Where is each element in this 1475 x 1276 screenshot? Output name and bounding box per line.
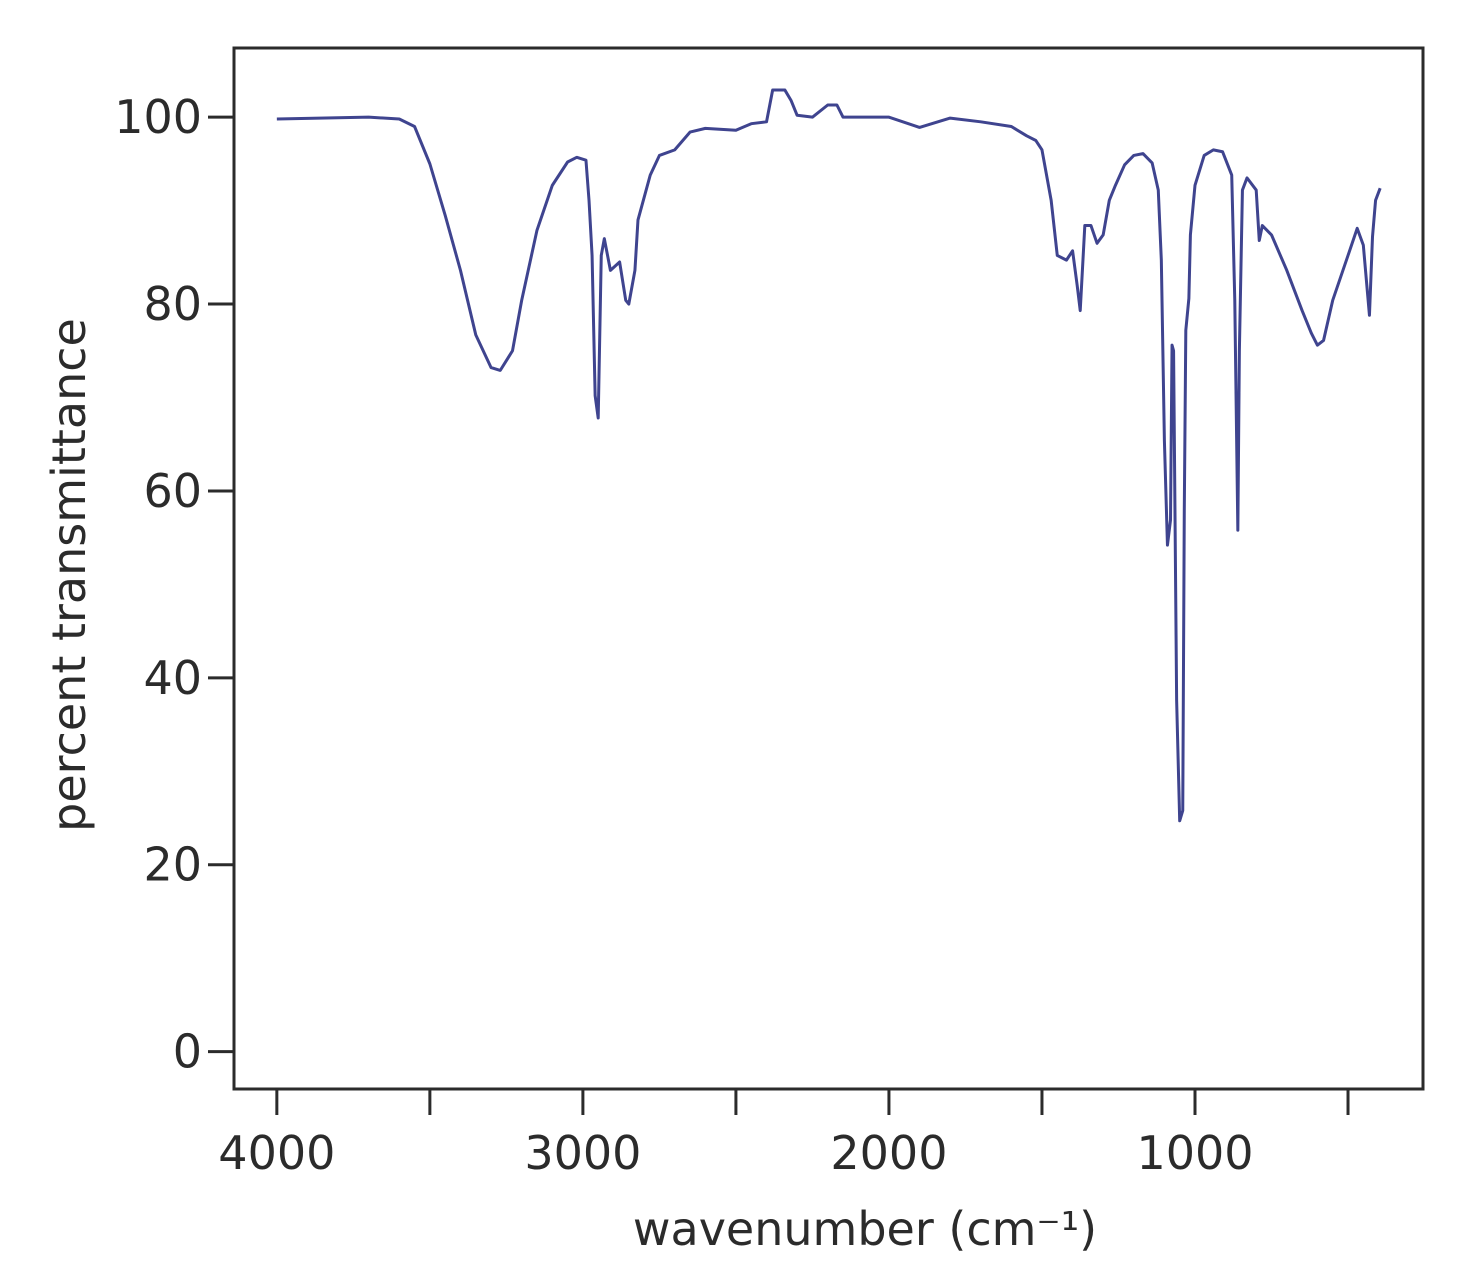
y-axis-label: percent transmittance: [42, 318, 96, 832]
x-axis-label: wavenumber (cm⁻¹): [633, 1202, 1097, 1256]
y-tick-label: 0: [173, 1025, 202, 1079]
y-tick-label: 60: [143, 464, 202, 518]
x-tick-label: 4000: [218, 1126, 335, 1180]
x-tick-label: 2000: [830, 1126, 947, 1180]
spectrum-line: [276, 88, 1382, 823]
x-tick-label: 1000: [1136, 1126, 1253, 1180]
y-tick-label: 20: [143, 838, 202, 892]
y-tick-label: 80: [143, 277, 202, 331]
plot-frame: [232, 46, 1425, 1091]
y-tick-label: 100: [114, 90, 202, 144]
y-tick-label: 40: [143, 651, 202, 705]
x-tick-label: 3000: [524, 1126, 641, 1180]
